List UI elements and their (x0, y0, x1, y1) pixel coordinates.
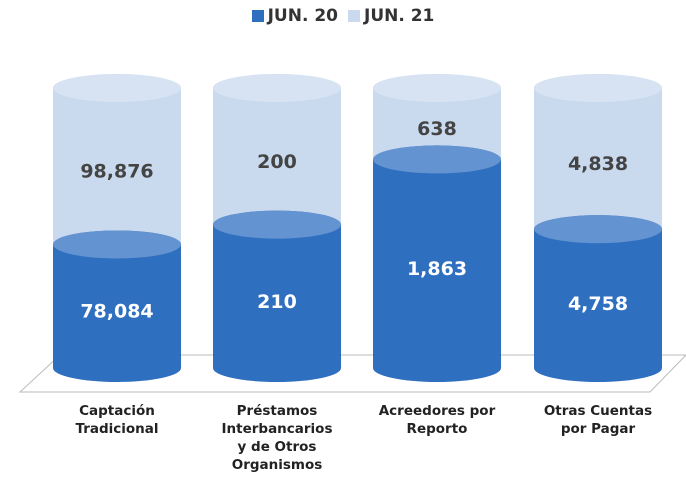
segment-cap (213, 74, 341, 102)
segment-cap (534, 215, 662, 244)
cylinder-segment (373, 145, 501, 382)
value-label: 4,838 (568, 153, 628, 175)
cylinder-segment (534, 215, 662, 382)
legend-item: JUN. 20 (251, 6, 338, 26)
segment-body (53, 230, 181, 382)
category-label: Acreedores por Reporto (378, 403, 496, 437)
segment-body (213, 210, 341, 382)
value-label: 4,758 (568, 293, 628, 315)
legend-label: JUN. 21 (364, 6, 435, 26)
value-label: 78,084 (80, 301, 153, 323)
segment-cap (373, 145, 501, 174)
segment-cap (53, 74, 181, 102)
value-label: 638 (417, 118, 457, 140)
value-label: 200 (257, 151, 297, 173)
cylinder-segment (53, 230, 181, 382)
legend: JUN. 20 JUN. 21 (0, 6, 686, 26)
category-label: Otras Cuentas por Pagar (543, 403, 653, 437)
value-label: 98,876 (80, 161, 153, 183)
segment-body (373, 145, 501, 382)
legend-swatch (348, 10, 360, 22)
category-label: Captación Tradicional (75, 403, 159, 437)
legend-label: JUN. 20 (267, 6, 338, 26)
segment-body (534, 215, 662, 382)
segment-cap (213, 210, 341, 239)
category-label: Préstamos Interbancarios y de Otros Orga… (221, 403, 333, 473)
segment-body (53, 74, 181, 259)
legend-swatch (251, 10, 264, 22)
cylinder-segment (534, 74, 662, 244)
segment-cap (373, 74, 501, 102)
segment-body (213, 74, 341, 239)
value-label: 210 (257, 291, 297, 313)
segment-cap (534, 74, 662, 102)
segment-cap (53, 230, 181, 259)
cylinder-segment (213, 210, 341, 382)
cylinder-segment (213, 74, 341, 239)
value-label: 1,863 (407, 258, 467, 280)
cylinder-segment (53, 74, 181, 259)
segment-body (534, 74, 662, 244)
legend-item: JUN. 21 (348, 6, 434, 26)
